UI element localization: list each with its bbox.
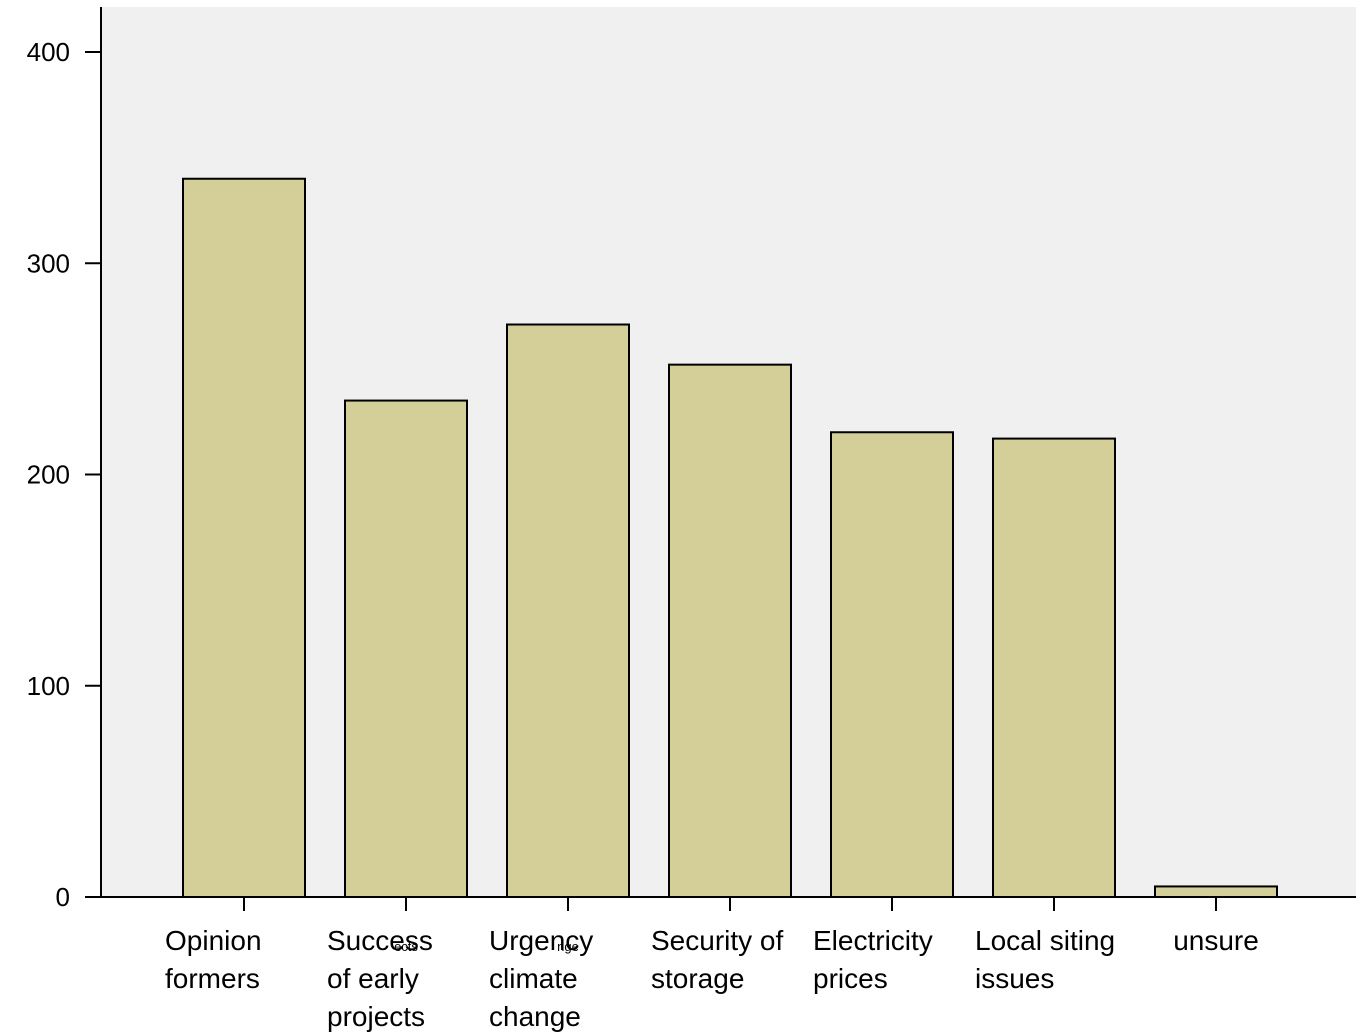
y-tick-label-400: 400 <box>27 37 70 67</box>
y-tick-label-300: 300 <box>27 248 70 278</box>
bar-3 <box>506 323 630 898</box>
x-overlap-label-2: ects <box>394 939 418 954</box>
x-tick-label-6: Local siting issues <box>975 925 1115 994</box>
x-ticks-group: Opinion formers Success of early projectsect… <box>165 897 1259 1032</box>
y-tick-label-0: 0 <box>56 882 70 912</box>
bar-1 <box>182 177 306 898</box>
y-tick-label-200: 200 <box>27 460 70 490</box>
bar-5 <box>830 431 954 898</box>
bar-4 <box>668 363 792 898</box>
x-tick-label-4: Security of storage <box>651 925 783 994</box>
x-tick-label-3: Urgency climate change <box>489 925 593 1032</box>
y-ticks-group: 0 100 200 300 400 <box>27 37 101 912</box>
x-tick-label-1: Opinion formers <box>165 925 262 994</box>
x-tick-label-5: Electricity prices <box>813 925 933 994</box>
bars-group <box>182 177 1278 898</box>
bar-7 <box>1154 885 1278 898</box>
bar-6 <box>992 437 1116 898</box>
x-tick-label-7: unsure <box>1173 925 1259 956</box>
bar-2 <box>344 399 468 898</box>
y-tick-label-100: 100 <box>27 671 70 701</box>
x-tick-label-2: Success of early projects <box>327 925 433 1032</box>
x-overlap-label-3: nge <box>557 939 579 954</box>
